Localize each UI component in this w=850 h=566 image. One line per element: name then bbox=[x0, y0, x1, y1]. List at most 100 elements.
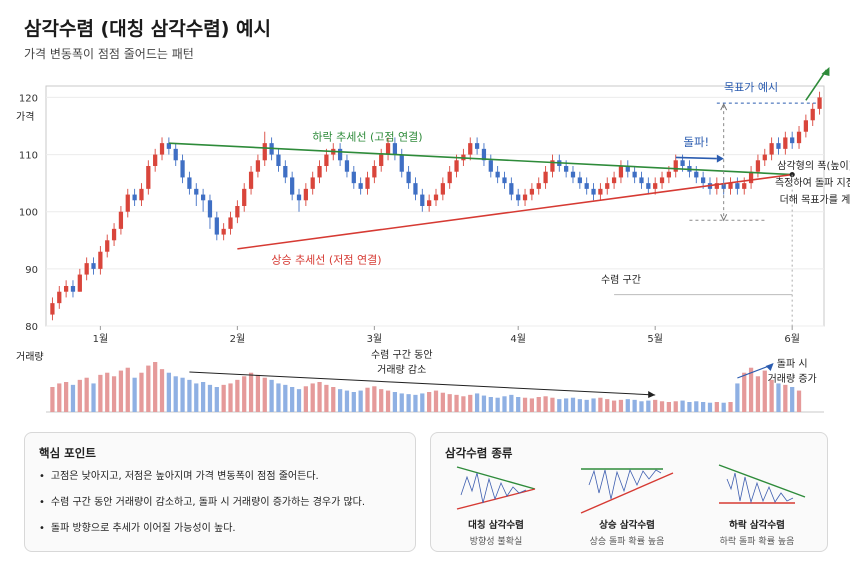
keypoint-item: 돌파 방향으로 추세가 이어질 가능성이 높다. bbox=[39, 519, 365, 534]
volume-bar bbox=[502, 396, 507, 412]
volume-bar bbox=[290, 387, 295, 412]
candle bbox=[817, 97, 822, 109]
candle bbox=[639, 177, 644, 184]
candle bbox=[810, 108, 815, 121]
breakout-volume-note-text: 거래량 증가 bbox=[768, 373, 817, 385]
volume-bar bbox=[365, 387, 370, 412]
candle bbox=[392, 143, 398, 155]
candle bbox=[625, 166, 630, 172]
volume-bar bbox=[673, 401, 678, 412]
candle bbox=[680, 160, 685, 166]
candle bbox=[427, 200, 432, 206]
candle bbox=[714, 183, 719, 189]
volume-bar bbox=[536, 397, 541, 412]
volume-bar bbox=[406, 394, 411, 412]
volume-bar bbox=[276, 383, 281, 412]
volume-bar bbox=[132, 377, 137, 412]
page-title: 삼각수렴 (대칭 삼각수렴) 예시 bbox=[24, 18, 271, 40]
triangle-type-diagrams bbox=[456, 464, 806, 514]
candle bbox=[91, 263, 96, 269]
volume-bar bbox=[228, 383, 233, 412]
volume-bar bbox=[577, 399, 582, 412]
breakout-arrow bbox=[675, 156, 717, 160]
candle bbox=[337, 148, 343, 161]
keypoint-item: 고점은 낮아지고, 저점은 높아지며 가격 변동폭이 점점 줄어든다. bbox=[39, 467, 365, 482]
candle bbox=[159, 143, 165, 155]
candle bbox=[57, 291, 62, 304]
volume-bar bbox=[221, 384, 226, 412]
candle bbox=[406, 171, 411, 184]
candle bbox=[564, 166, 569, 172]
volume-bar bbox=[413, 394, 418, 412]
volume-bar bbox=[255, 374, 261, 412]
candle bbox=[618, 166, 624, 178]
candle bbox=[70, 286, 76, 292]
candle bbox=[755, 160, 761, 172]
volume-bar bbox=[707, 402, 713, 412]
volume-bar bbox=[755, 376, 761, 412]
volume-bar bbox=[427, 392, 432, 412]
volume-bar bbox=[214, 387, 219, 412]
volume-bar bbox=[139, 372, 144, 412]
y-tick-label: 120 bbox=[19, 93, 38, 104]
volume-bar bbox=[783, 384, 788, 412]
volume-bar bbox=[776, 383, 781, 412]
candle bbox=[673, 160, 678, 172]
volume-bar bbox=[166, 372, 171, 412]
volume-bar bbox=[618, 399, 624, 412]
keypoints-panel: 핵심 포인트 고점은 낮아지고, 저점은 높아지며 가격 변동폭이 점점 줄어든… bbox=[24, 432, 416, 552]
resistance-trendline-label: 하락 추세선 (고점 연결) bbox=[312, 129, 422, 143]
triangle-type-desc: 상승 돌파 확률 높음 bbox=[589, 537, 665, 547]
volume-bar bbox=[639, 401, 644, 412]
volume-bar bbox=[687, 402, 692, 412]
volume-bar bbox=[468, 394, 473, 412]
candle bbox=[200, 194, 206, 201]
candle bbox=[132, 194, 137, 201]
candle bbox=[522, 194, 528, 201]
volume-bar bbox=[310, 383, 315, 412]
volume-bar bbox=[84, 377, 89, 412]
candle bbox=[762, 154, 767, 161]
candle bbox=[372, 166, 377, 178]
volume-bar bbox=[796, 390, 802, 412]
volume-bar bbox=[646, 400, 651, 412]
target-level-label: 목표가 예시 bbox=[724, 81, 778, 94]
volume-bar bbox=[659, 401, 665, 412]
volume-bar bbox=[564, 398, 569, 412]
volume-axis-label: 거래량 bbox=[16, 351, 44, 363]
volume-bar bbox=[611, 400, 617, 412]
candle bbox=[584, 183, 589, 189]
volume-rise-arrow bbox=[737, 364, 772, 379]
volume-bar bbox=[543, 396, 548, 412]
candle bbox=[194, 188, 199, 195]
candle bbox=[153, 154, 158, 166]
volume-bar bbox=[303, 386, 308, 412]
candle bbox=[509, 183, 514, 195]
candle bbox=[790, 137, 795, 144]
measure-note-text: 더해 목표가를 계산 bbox=[780, 193, 850, 206]
candle bbox=[516, 194, 521, 201]
volume-bar bbox=[57, 383, 62, 412]
candle bbox=[180, 160, 185, 178]
volume-bar bbox=[379, 389, 384, 412]
volume-bar bbox=[372, 386, 377, 412]
support-trendline bbox=[237, 173, 793, 250]
candle bbox=[187, 177, 192, 189]
candle bbox=[646, 183, 651, 189]
candle bbox=[235, 206, 240, 218]
candle bbox=[64, 286, 69, 292]
x-tick-label: 4월 bbox=[510, 333, 526, 345]
volume-bar bbox=[557, 399, 562, 412]
volume-bar bbox=[146, 365, 151, 412]
volume-bar bbox=[632, 399, 637, 412]
volume-bar bbox=[550, 397, 555, 412]
candle bbox=[77, 274, 82, 292]
volume-bar bbox=[242, 376, 247, 412]
candle bbox=[146, 166, 151, 189]
volume-bar bbox=[474, 393, 480, 412]
candle bbox=[481, 148, 487, 161]
candle bbox=[296, 194, 302, 201]
volume-bar bbox=[762, 370, 767, 412]
triangle-types-panel: 삼각수렴 종류 대칭 삼각수렴 방향성 불확실 상승 삼각수렴 상승 돌파 확률… bbox=[430, 432, 828, 552]
candle bbox=[242, 188, 247, 206]
